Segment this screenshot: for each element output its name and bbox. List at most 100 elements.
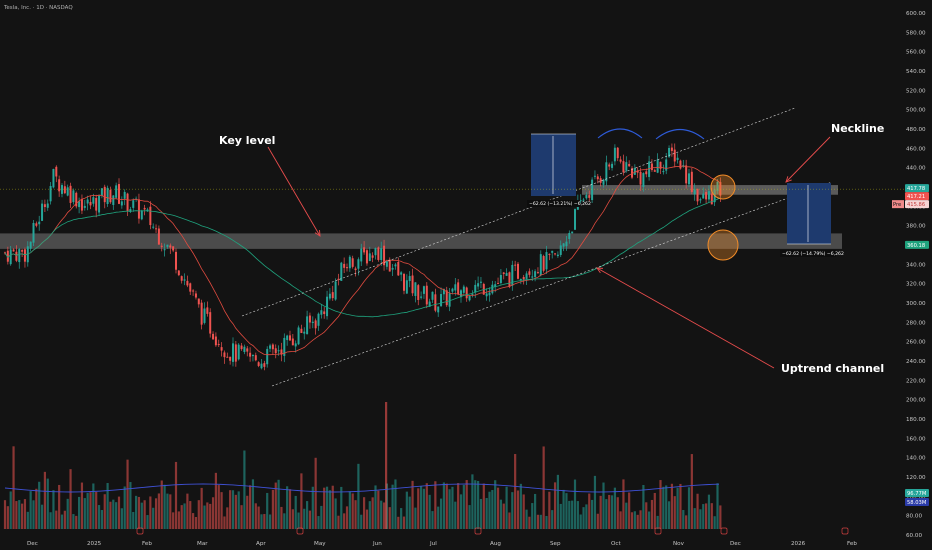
neckline-zone (582, 185, 838, 195)
volume-bar (334, 498, 337, 529)
candle-body (32, 222, 35, 243)
candle-body (280, 349, 283, 355)
volume-bar (280, 506, 283, 529)
volume-bar (397, 516, 400, 529)
volume-bar (351, 493, 354, 529)
candle-body (445, 290, 448, 306)
volume-bar (707, 494, 711, 529)
volume-bar (320, 505, 323, 529)
candle-body (556, 254, 559, 257)
candle-body (183, 279, 186, 281)
volume-bar (439, 498, 443, 529)
volume-bar (371, 497, 374, 529)
candle-body (525, 273, 528, 279)
candle-body (371, 255, 374, 258)
volume-bar (568, 500, 571, 529)
candle-body (631, 168, 633, 178)
volume-bar (29, 491, 32, 529)
ma-value-tag: 360.18 (907, 243, 925, 249)
volume-bar (60, 514, 64, 529)
volume-bar (229, 490, 232, 529)
volume-bar (214, 472, 217, 529)
volume-bar (103, 494, 106, 529)
price-axis[interactable]: 600.00 580.00 560.00 540.00 520.00 500.00 480.… (0, 11, 929, 539)
candle-body (497, 282, 500, 284)
volume-bar (522, 494, 525, 529)
candle-body (571, 231, 574, 234)
volume-bar (354, 500, 357, 529)
volume-bar (249, 485, 252, 529)
candle-body (249, 352, 252, 357)
candle-body (702, 193, 705, 199)
volume-bar (402, 516, 406, 529)
candle-body (383, 245, 386, 266)
candle-body (189, 283, 192, 292)
candle-body (303, 331, 306, 334)
volume-bar (391, 484, 394, 529)
candle-body (522, 277, 525, 280)
highlight-circle (710, 174, 736, 200)
price-tick-label: 60.00 (906, 533, 922, 539)
candle-body (232, 343, 234, 362)
channel-upper-line (241, 107, 796, 317)
price-tick-label: 500.00 (906, 108, 926, 114)
candle-body (277, 350, 280, 352)
candle-body (633, 167, 636, 175)
volume-bar (9, 491, 12, 529)
candle-body (317, 313, 320, 326)
earnings-marker (296, 527, 304, 535)
volume-bar (474, 480, 477, 529)
time-axis[interactable]: Dec 2025 Feb Mar Apr May Jun Jul Aug Sep Oct Nov Dec… (27, 527, 857, 547)
time-tick-label: May (314, 541, 326, 547)
volume-bar (545, 515, 548, 529)
price-tick-label: 460.00 (906, 146, 926, 152)
candle-body (112, 195, 115, 205)
volume-bar (43, 471, 46, 529)
candle-body (86, 199, 89, 204)
candle-body (271, 344, 274, 350)
volume-bar (86, 492, 89, 529)
volume-bar (240, 505, 243, 529)
candle-body (394, 264, 397, 267)
candle-body (323, 311, 326, 315)
volume-bar (699, 509, 702, 529)
candle-body (662, 171, 665, 173)
volume-bar (129, 482, 132, 529)
candle-body (78, 201, 81, 208)
candle-body (320, 310, 323, 315)
candle-body (368, 253, 371, 262)
volume-bar (445, 483, 448, 529)
candle-body (434, 294, 437, 311)
candle-body (611, 163, 614, 168)
volume-bar (300, 473, 303, 529)
candle-body (511, 264, 514, 286)
candle-body (251, 354, 254, 357)
volume-bar (425, 483, 428, 529)
volume-bar (38, 481, 41, 529)
candle-body (12, 249, 15, 252)
volume-bar (411, 480, 414, 529)
volume-layer (3, 402, 722, 529)
candles-layer (4, 143, 722, 371)
earnings-marker (136, 527, 144, 535)
time-tick-label: Nov (673, 541, 685, 547)
volume-bar (414, 507, 417, 529)
volume-bar (636, 514, 639, 529)
candle-body (477, 283, 480, 287)
volume-bar (653, 492, 656, 529)
candle-body (377, 247, 380, 260)
earnings-marker (474, 527, 482, 535)
volume-bar (137, 496, 141, 529)
candle-body (431, 291, 434, 300)
measure-label-bg (527, 200, 580, 207)
candle-body (98, 195, 101, 213)
candle-body (534, 271, 537, 277)
candle-body (448, 293, 451, 307)
candle-body (425, 285, 428, 305)
candle-body (628, 163, 631, 167)
highlight-circle (707, 229, 739, 261)
volume-bar (246, 495, 249, 529)
candle-body (132, 200, 135, 208)
candle-body (471, 293, 474, 295)
